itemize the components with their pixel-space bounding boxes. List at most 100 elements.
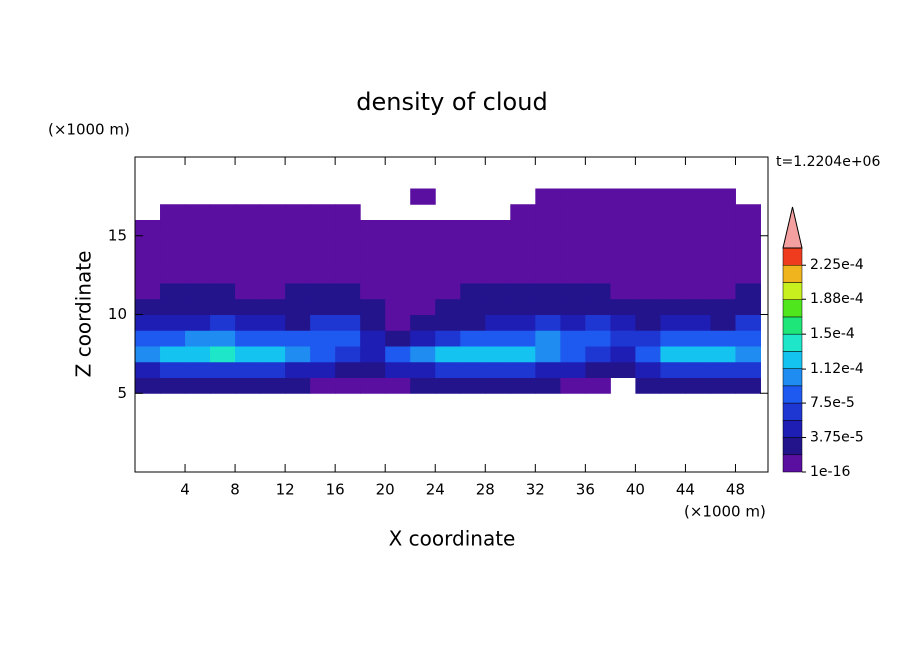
- contour-cell: [485, 298, 511, 315]
- contour-cell: [410, 346, 436, 363]
- contour-cell: [610, 220, 636, 237]
- contour-cell: [260, 204, 286, 221]
- contour-cell: [460, 298, 486, 315]
- y-tick-label: 5: [117, 384, 127, 402]
- x-tick-label: 16: [326, 481, 345, 499]
- contour-cell: [385, 361, 411, 378]
- contour-cell: [710, 377, 736, 394]
- contour-cell: [135, 346, 161, 363]
- contour-cell: [360, 251, 386, 268]
- contour-cell: [585, 235, 611, 252]
- contour-cell: [585, 188, 611, 205]
- contour-cell: [260, 377, 286, 394]
- contour-cell: [135, 267, 161, 284]
- contour-cell: [535, 283, 561, 300]
- colorbar-band: [782, 351, 803, 369]
- contour-cell: [310, 361, 336, 378]
- contour-cell: [485, 377, 511, 394]
- contour-cell: [385, 346, 411, 363]
- contour-cell: [235, 204, 261, 221]
- colorbar-band: [782, 368, 803, 387]
- contour-cell: [335, 267, 361, 284]
- x-tick-label: 8: [230, 481, 240, 499]
- contour-cell: [460, 346, 486, 363]
- contour-cell: [260, 267, 286, 284]
- contour-cell: [335, 346, 361, 363]
- contour-cell: [560, 251, 586, 268]
- contour-cell: [235, 346, 261, 363]
- colorbar-band: [782, 454, 803, 473]
- contour-cell: [160, 377, 186, 394]
- contour-cell: [510, 298, 536, 315]
- contour-cell: [660, 204, 686, 221]
- contour-cell: [585, 377, 611, 394]
- contour-cell: [535, 314, 561, 331]
- contour-cell: [160, 251, 186, 268]
- contour-cell: [735, 361, 761, 378]
- contour-cell: [635, 298, 661, 315]
- contour-cell: [560, 314, 586, 331]
- contour-cell: [535, 361, 561, 378]
- contour-cell: [310, 251, 336, 268]
- contour-cell: [235, 314, 261, 331]
- contour-cell: [135, 330, 161, 347]
- contour-cell: [135, 220, 161, 237]
- contour-cell: [560, 361, 586, 378]
- contour-cell: [310, 235, 336, 252]
- contour-cell: [435, 361, 461, 378]
- contour-cell: [660, 267, 686, 284]
- contour-cell: [635, 235, 661, 252]
- contour-cell: [310, 204, 336, 221]
- contour-cell: [510, 251, 536, 268]
- contour-cell: [735, 298, 761, 315]
- contour-cell: [410, 220, 436, 237]
- contour-cell: [235, 220, 261, 237]
- contour-cell: [260, 220, 286, 237]
- colorbar-band: [782, 264, 803, 283]
- colorbar-label: 3.75e-5: [810, 430, 864, 446]
- contour-cell: [485, 330, 511, 347]
- contour-cell: [160, 220, 186, 237]
- contour-cell: [585, 330, 611, 347]
- contour-cell: [135, 377, 161, 394]
- colorbar-band: [782, 420, 803, 438]
- contour-cell: [410, 314, 436, 331]
- contour-cell: [335, 235, 361, 252]
- contour-cell: [585, 283, 611, 300]
- contour-cell: [685, 298, 711, 315]
- contour-cell: [485, 314, 511, 331]
- contour-cell: [185, 314, 211, 331]
- contour-cell: [210, 204, 236, 221]
- contour-cell: [435, 267, 461, 284]
- contour-cell: [285, 220, 311, 237]
- contour-cell: [735, 220, 761, 237]
- contour-cell: [410, 267, 436, 284]
- colorbar-band: [782, 282, 803, 300]
- contour-cell: [135, 283, 161, 300]
- contour-cell: [635, 346, 661, 363]
- colorbar-label: 2.25e-4: [810, 257, 864, 273]
- contour-cell: [285, 330, 311, 347]
- contour-cell: [610, 204, 636, 221]
- contour-cell: [735, 346, 761, 363]
- contour-cell: [560, 298, 586, 315]
- contour-cell: [610, 361, 636, 378]
- contour-cell: [535, 377, 561, 394]
- contour-cell: [385, 298, 411, 315]
- contour-cell: [535, 298, 561, 315]
- contour-cell: [635, 204, 661, 221]
- contour-cell: [660, 235, 686, 252]
- y-tick-label: 15: [108, 226, 127, 244]
- contour-cell: [385, 220, 411, 237]
- contour-cell: [160, 314, 186, 331]
- contour-cell: [210, 377, 236, 394]
- contour-cell: [160, 204, 186, 221]
- contour-cell: [260, 330, 286, 347]
- colorbar-band: [782, 333, 803, 352]
- contour-cell: [235, 267, 261, 284]
- contour-cell: [410, 377, 436, 394]
- contour-cell: [710, 267, 736, 284]
- contour-cell: [685, 314, 711, 331]
- contour-cell: [360, 267, 386, 284]
- contour-cell: [635, 267, 661, 284]
